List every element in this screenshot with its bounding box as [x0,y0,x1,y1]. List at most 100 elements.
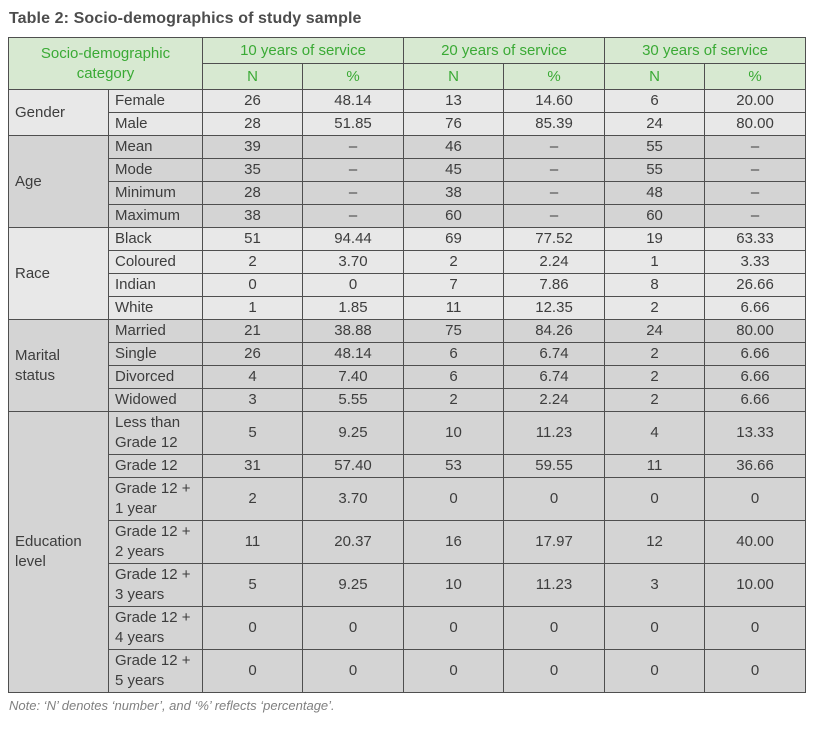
value-cell: 55 [604,135,706,159]
value-cell: 0 [704,477,807,521]
table-row: White 1 1.85 11 12.35 2 6.66 [9,296,807,320]
value-cell: 55 [604,158,706,182]
value-cell: 2 [202,477,303,521]
value-cell: 14.60 [503,89,606,113]
value-cell: – [301,135,405,159]
header-n-cell: N [202,63,303,90]
value-cell: 19 [604,227,706,251]
value-cell: 7.40 [301,365,405,389]
subcategory-cell: Less than Grade 12 [108,411,203,455]
value-cell: 85.39 [503,112,606,136]
value-cell: 0 [704,649,807,693]
value-cell: 3.70 [301,477,405,521]
value-cell: 6.74 [503,365,606,389]
subcategory-cell: Male [108,112,203,136]
value-cell: 6 [403,342,505,366]
subcategory-cell: Grade 12 + 3 years [108,563,203,607]
subcategory-cell: Maximum [108,204,203,228]
value-cell: 0 [202,606,303,650]
value-cell: – [704,204,807,228]
value-cell: 59.55 [503,454,606,478]
value-cell: 60 [403,204,505,228]
value-cell: 11 [202,520,303,564]
value-cell: 2.24 [503,388,606,412]
value-cell: 38.88 [301,319,405,343]
value-cell: 26 [202,89,303,113]
table-row: Age Mean 39–46–55– [8,135,807,228]
value-cell: – [301,181,405,205]
value-cell: 84.26 [503,319,606,343]
value-cell: 6 [604,89,706,113]
header-row-sublabels: N% N% N% [9,63,807,90]
value-cell: 26.66 [704,273,807,297]
value-cell: 38 [403,181,505,205]
table-caption: Table 2: Socio-demographics of study sam… [9,10,362,27]
category-cell: Marital status [8,319,109,412]
subcategory-cell: Grade 12 [108,454,203,478]
category-cell: Age [8,135,109,228]
value-cell: 0 [403,649,505,693]
value-cell: 51.85 [301,112,405,136]
value-cell: 80.00 [704,112,807,136]
value-cell: 0 [503,477,606,521]
value-cell: 38 [202,204,303,228]
value-cell: 11.23 [503,563,606,607]
category-cell: Race [8,227,109,320]
value-cell: 24 [604,112,706,136]
value-cell: 0 [503,649,606,693]
table-body: Gender Female 26 48.14 13 14.60 6 20.00 Male 28 51… [8,89,807,693]
value-cell: 4 [202,365,303,389]
subcategory-cell: Grade 12 + 1 year [108,477,203,521]
subcategory-cell: Female [108,89,203,113]
subcategory-cell: Coloured [108,250,203,274]
value-cell: 40.00 [704,520,807,564]
value-cell: 1 [604,250,706,274]
subcategory-cell: Single [108,342,203,366]
value-cell: 94.44 [301,227,405,251]
subcategory-cell: Indian [108,273,203,297]
value-cell: – [704,181,807,205]
value-cell: 2 [604,388,706,412]
category-cell: Education level [8,411,109,693]
value-cell: – [301,158,405,182]
value-cell: 24 [604,319,706,343]
value-cell: 6.74 [503,342,606,366]
table-row: Maximum 38–60–60– [9,204,807,228]
subcategory-cell: Grade 12 + 4 years [108,606,203,650]
value-cell: 3 [202,388,303,412]
value-cell: 2 [403,388,505,412]
value-cell: – [503,135,606,159]
value-cell: 2 [202,250,303,274]
table-row: Grade 12 31 57.40 53 59.55 11 36.66 [9,454,807,478]
value-cell: 0 [301,606,405,650]
value-cell: 0 [403,477,505,521]
table-row: Single 26 48.14 6 6.74 2 6.66 [9,342,807,366]
table-row: Grade 12 + 2 years 11 20.37 16 17.97 12 40.00 [9,520,807,564]
value-cell: 6.66 [704,296,807,320]
value-cell: 63.33 [704,227,807,251]
value-cell: 76 [403,112,505,136]
table-row: Grade 12 + 1 year 2 3.70 0 0 0 0 [9,477,807,521]
value-cell: 75 [403,319,505,343]
value-cell: 0 [604,477,706,521]
value-cell: 1.85 [301,296,405,320]
value-cell: 0 [503,606,606,650]
subcategory-cell: Minimum [108,181,203,205]
value-cell: 9.25 [301,563,405,607]
table-footnote: Note: ‘N’ denotes ‘number’, and ‘%’ refl… [9,698,335,713]
table-row: Marital status Married 21 38.88 75 84.26 24 80.… [8,319,807,412]
value-cell: 7 [403,273,505,297]
value-cell: 28 [202,181,303,205]
value-cell: 5 [202,411,303,455]
value-cell: 2.24 [503,250,606,274]
header-category-cell: Socio-demographic category [8,37,203,90]
header-service-group-1: 10 years of service [201,37,405,64]
header-percent-cell: % [301,63,405,90]
value-cell: 20.37 [301,520,405,564]
table-row: Mode 35–45–55– [9,158,807,182]
table-row: Widowed 3 5.55 2 2.24 2 6.66 [9,388,807,412]
value-cell: 6.66 [704,365,807,389]
table-row: Grade 12 + 3 years 5 9.25 10 11.23 3 10.00 [9,563,807,607]
value-cell: 45 [403,158,505,182]
socio-demographics-table: Socio-demographic category 10 years of se… [8,37,807,693]
